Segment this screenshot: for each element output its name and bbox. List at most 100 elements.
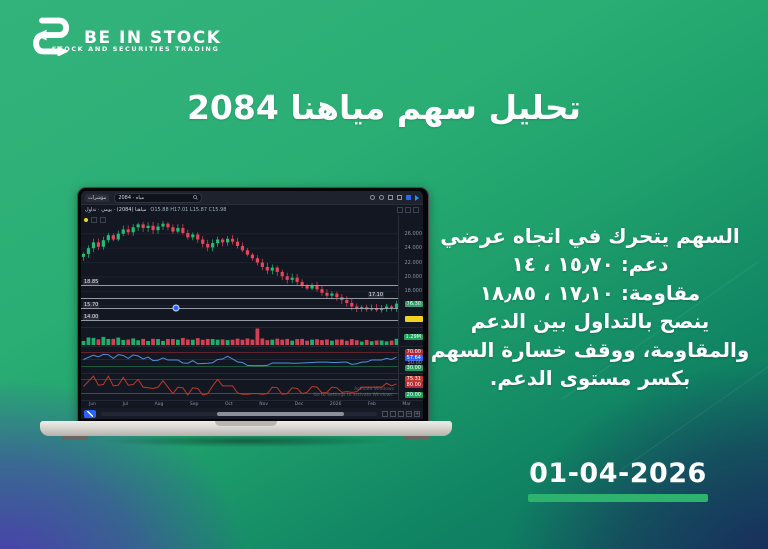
rsi-upper-tag: 70.00: [404, 349, 423, 356]
page-title: تحليل سهم مياهنا 2084: [186, 88, 582, 127]
level-label: 15.70: [83, 301, 100, 308]
ohlc-values: O15.88 H17.01 L15.87 C15.98: [150, 207, 227, 213]
rsi-panel: 70.00 57.64 50.00 30.00: [81, 346, 423, 373]
user-icon[interactable]: [370, 195, 375, 200]
stoch-current-tag: 75.31: [404, 375, 423, 382]
time-tick-label: Sep: [189, 402, 199, 407]
app-tile-icon[interactable]: [406, 195, 411, 200]
symbol-search-value: مياه · 2084: [118, 194, 145, 201]
time-tick-label: Mar: [402, 402, 411, 407]
date-underline: [528, 494, 708, 502]
legend-eye-icon[interactable]: [91, 217, 97, 223]
drawing-tool-button[interactable]: [84, 409, 96, 418]
rsi-mid-label: 50.00: [407, 360, 422, 367]
screenshot-icon[interactable]: [382, 410, 388, 417]
indicators-button[interactable]: مؤشرات: [85, 193, 110, 202]
analysis-text: السهم يتحرك في اتجاه عرضي دعم: ١٥٫٧٠ ، ١…: [425, 222, 755, 392]
volume-axis[interactable]: 1.29M: [398, 328, 423, 346]
zoom-out-icon[interactable]: −: [406, 410, 412, 417]
brand-arrows-icon: [30, 16, 74, 60]
search-icon: [193, 195, 199, 200]
level-line[interactable]: [81, 297, 399, 299]
layout-icon[interactable]: [388, 195, 393, 200]
level-line[interactable]: [81, 307, 399, 309]
alert-price-tag[interactable]: [405, 316, 423, 323]
trading-app: مؤشرات مياه · 2084: [81, 191, 423, 419]
brand-name: BE IN STOCK: [84, 27, 222, 48]
time-tick-label: Nov: [259, 402, 269, 407]
laptop-shadow: [40, 432, 452, 450]
level-line[interactable]: [81, 285, 399, 287]
brand-logo: BE IN STOCK STOCK AND SECURITIES TRADING: [30, 16, 221, 60]
platform-logo-icon: [415, 194, 419, 201]
settings-icon[interactable]: [397, 195, 402, 200]
time-tick-label: 2026: [329, 402, 342, 407]
volume-svg: [81, 328, 399, 345]
laptop-base: [40, 421, 452, 436]
analysis-line-resistance: مقاومة: ١٧٫١٠ ، ١٨٫٨٥: [479, 280, 701, 305]
alert-dot-icon[interactable]: [84, 218, 88, 222]
time-tick-label: Jun: [89, 402, 97, 407]
analysis-line: بكسر مستوى الدعم.: [489, 365, 691, 390]
scrollbar-thumb[interactable]: [216, 411, 344, 416]
drawing-anchor-dot[interactable]: [172, 304, 180, 312]
laptop-base-notch: [215, 421, 277, 426]
panel-collapse-icon[interactable]: [397, 207, 403, 213]
legend-settings-icon[interactable]: [100, 217, 106, 223]
panel-buttons: [397, 207, 419, 213]
post-date: 01-04-2026: [529, 458, 707, 489]
stoch-upper-tag: 80.00: [404, 381, 423, 388]
stoch-lower-tag: 20.00: [404, 391, 423, 398]
time-axis[interactable]: Jun Jul Aug Sep Oct Nov Dec 2026 Feb Mar: [81, 400, 423, 408]
panel-close-icon[interactable]: [413, 207, 419, 213]
alerts-icon[interactable]: [379, 195, 384, 200]
stoch-svg: [81, 375, 399, 396]
zoom-controls: − +: [382, 410, 420, 417]
rsi-lower-tag: 30.00: [404, 364, 423, 371]
chart-scrollbar[interactable]: [101, 411, 377, 416]
analysis-line: ينصح بالتداول بين الدعم: [470, 309, 710, 334]
symbol-search-input[interactable]: مياه · 2084: [114, 192, 203, 203]
volume-panel: 1.29M: [81, 327, 423, 346]
price-tick-label: 24.000: [404, 245, 423, 252]
time-tick-label: Feb: [367, 402, 376, 407]
analysis-line-support: دعم: ١٥٫٧٠ ، ١٤: [511, 252, 669, 277]
analysis-line: السهم يتحرك في اتجاه عرضي: [440, 224, 740, 248]
time-tick-label: Dec: [294, 402, 304, 407]
price-tick-label: 22.000: [404, 259, 423, 266]
laptop-foot: [62, 436, 88, 440]
price-tick-label: 16.000: [404, 302, 423, 309]
level-line[interactable]: [81, 320, 399, 322]
stoch-axis[interactable]: 75.31 80.00 20.00: [398, 374, 423, 400]
rsi-axis[interactable]: 70.00 57.64 50.00 30.00: [398, 347, 423, 373]
chart-toolbar: مؤشرات مياه · 2084: [81, 191, 423, 205]
zoom-in-icon[interactable]: +: [414, 410, 420, 417]
volume-chart-area[interactable]: [81, 328, 399, 346]
chart-legend: [84, 217, 106, 223]
laptop-screen: مؤشرات مياه · 2084: [77, 187, 429, 423]
stoch-chart-area[interactable]: Activate Windows Go to Settings to activ…: [81, 374, 399, 400]
reset-view-icon[interactable]: [398, 410, 404, 417]
price-axis[interactable]: 16.30 26.000 24.000 22.000 20.000 18.000 16.0…: [398, 215, 423, 326]
price-chart-area[interactable]: 18.85 17.10 15.70 14.00: [81, 215, 399, 326]
date-block: 01-04-2026: [528, 458, 708, 502]
laptop-foot: [404, 436, 430, 440]
analysis-line: والمقاومة، ووقف خسارة السهم: [430, 337, 750, 362]
rsi-current-tag: 57.64: [404, 355, 423, 362]
price-panel: 18.85 17.10 15.70 14.00 16.30 26.000 24.000 2…: [81, 215, 423, 326]
brand-tagline: STOCK AND SECURITIES TRADING: [51, 45, 220, 54]
time-tick-label: Jul: [122, 402, 129, 407]
candlestick-svg: [81, 221, 399, 313]
symbol-title[interactable]: مياهنا (2084) · يومي · تداول: [85, 207, 147, 213]
rsi-chart-area[interactable]: [81, 347, 399, 373]
time-tick-label: Aug: [154, 402, 164, 407]
time-tick-label: Oct: [224, 402, 233, 407]
current-price-tag: 16.30: [404, 300, 423, 307]
price-tick-label: 18.000: [404, 288, 423, 295]
panel-settings-icon[interactable]: [405, 207, 411, 213]
fullscreen-icon[interactable]: [390, 410, 396, 417]
stoch-panel: Activate Windows Go to Settings to activ…: [81, 373, 423, 400]
level-label: 14.00: [83, 314, 100, 321]
volume-value-tag: 1.29M: [403, 334, 423, 340]
